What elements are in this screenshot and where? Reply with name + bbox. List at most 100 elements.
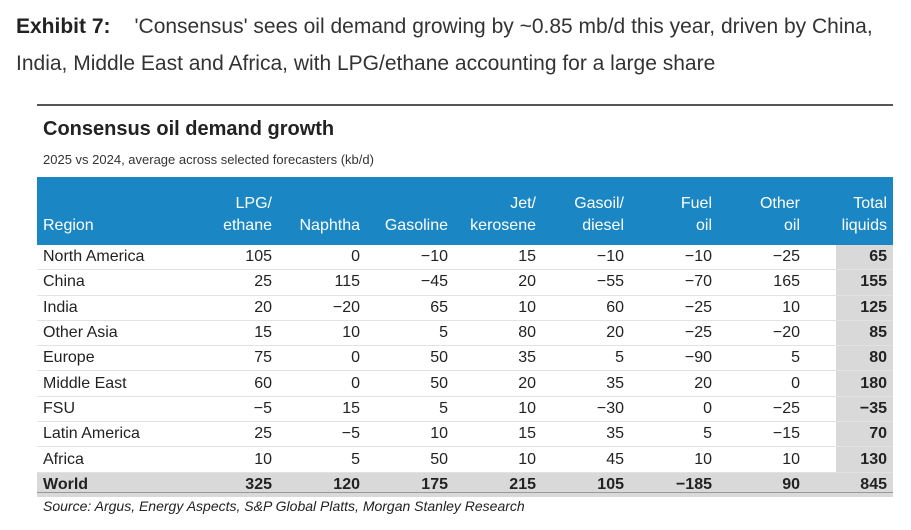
table-cell: 105 bbox=[190, 245, 278, 271]
row-label: North America bbox=[37, 245, 190, 271]
table-cell: 65 bbox=[366, 295, 454, 321]
table-cell: 0 bbox=[278, 345, 366, 372]
header-line: Fuel bbox=[680, 195, 712, 212]
table-cell: 15 bbox=[278, 396, 366, 423]
table-cell: 845 bbox=[836, 472, 893, 497]
table-cell: 10 bbox=[718, 446, 836, 473]
table-cell: 155 bbox=[836, 269, 893, 296]
table-cell: 125 bbox=[836, 295, 893, 321]
table-cell: 10 bbox=[454, 446, 542, 473]
row-label: Africa bbox=[37, 446, 190, 473]
table-row: Africa 10 5 50 10 45 10 10 130 bbox=[37, 446, 893, 473]
table-cell: −55 bbox=[542, 269, 630, 296]
table-cell: 5 bbox=[718, 345, 836, 372]
table-subtitle: 2025 vs 2024, average across selected fo… bbox=[43, 152, 374, 167]
exhibit-label: Exhibit 7: bbox=[16, 15, 111, 38]
table-cell: 60 bbox=[190, 370, 278, 397]
table-cell: 0 bbox=[278, 245, 366, 271]
column-header: Total liquids bbox=[836, 177, 893, 245]
table-cell: 10 bbox=[278, 320, 366, 347]
row-label: China bbox=[37, 269, 190, 296]
row-label: India bbox=[37, 295, 190, 321]
table-cell: −25 bbox=[630, 295, 718, 321]
column-header: LPG/ethane bbox=[190, 177, 278, 245]
column-header: Other oil bbox=[718, 177, 836, 245]
table-title: Consensus oil demand growth bbox=[43, 118, 335, 140]
header-line: Other bbox=[759, 195, 800, 212]
table-cell: 0 bbox=[718, 370, 836, 397]
table-cell: −25 bbox=[630, 320, 718, 347]
table-cell: 35 bbox=[542, 370, 630, 397]
table-cell: 50 bbox=[366, 345, 454, 372]
table-cell: 85 bbox=[836, 320, 893, 347]
row-label: Other Asia bbox=[37, 320, 190, 347]
table-cell: 65 bbox=[836, 245, 893, 271]
exhibit-header: Exhibit 7: 'Consensus' sees oil demand gr… bbox=[16, 8, 896, 82]
header-line: Gasoline bbox=[384, 217, 448, 234]
table-cell: 120 bbox=[278, 472, 366, 497]
column-header: Region bbox=[37, 177, 190, 245]
table-cell: 15 bbox=[454, 245, 542, 271]
table-cell: −10 bbox=[542, 245, 630, 271]
table-cell: 180 bbox=[836, 370, 893, 397]
data-table: Region LPG/ethane Naphtha Gasoline Jet/keros… bbox=[37, 177, 893, 497]
table-cell: 90 bbox=[718, 472, 836, 497]
table-cell: 5 bbox=[366, 320, 454, 347]
table-cell: 80 bbox=[836, 345, 893, 372]
table-cell: 10 bbox=[718, 295, 836, 321]
table-cell: 60 bbox=[542, 295, 630, 321]
table-cell: 20 bbox=[630, 370, 718, 397]
table-box: Consensus oil demand growth 2025 vs 2024… bbox=[37, 104, 893, 514]
table-cell: 105 bbox=[542, 472, 630, 497]
table-cell: −30 bbox=[542, 396, 630, 423]
row-label: FSU bbox=[37, 396, 190, 423]
table-cell: 45 bbox=[542, 446, 630, 473]
table-cell: 80 bbox=[454, 320, 542, 347]
header-line: liquids bbox=[841, 217, 887, 234]
header-line: ethane bbox=[223, 217, 272, 234]
header-line: Region bbox=[43, 217, 94, 234]
table-cell: −10 bbox=[366, 245, 454, 271]
table-cell: 0 bbox=[630, 396, 718, 423]
table-row: Other Asia 15 10 5 80 20 −25 −20 85 bbox=[37, 320, 893, 347]
header-line: oil bbox=[783, 217, 800, 234]
source-note: Source: Argus, Energy Aspects, S&P Globa… bbox=[43, 498, 525, 514]
table-cell: 10 bbox=[454, 396, 542, 423]
table-cell: 35 bbox=[454, 345, 542, 372]
table-row: North America 105 0 −10 15 −10 −10 −25 65 bbox=[37, 245, 893, 271]
table-row: Middle East 60 0 50 20 35 20 0 180 bbox=[37, 370, 893, 397]
table-cell: −5 bbox=[278, 421, 366, 448]
table-cell: 25 bbox=[190, 421, 278, 448]
table-cell: −15 bbox=[718, 421, 836, 448]
table-cell: −10 bbox=[630, 245, 718, 271]
table-cell: −90 bbox=[630, 345, 718, 372]
table-cell: 15 bbox=[454, 421, 542, 448]
table-cell: 175 bbox=[366, 472, 454, 497]
header-row: Region LPG/ethane Naphtha Gasoline Jet/keros… bbox=[37, 177, 893, 245]
table-cell: 50 bbox=[366, 446, 454, 473]
table-cell: 215 bbox=[454, 472, 542, 497]
row-label: Europe bbox=[37, 345, 190, 372]
table-cell: 50 bbox=[366, 370, 454, 397]
table-cell: 10 bbox=[454, 295, 542, 321]
header-line: kerosene bbox=[470, 217, 536, 234]
row-label: Middle East bbox=[37, 370, 190, 397]
header-line: Gasoil/ bbox=[574, 195, 624, 212]
table-cell: 5 bbox=[542, 345, 630, 372]
header-line: diesel bbox=[582, 217, 624, 234]
table-cell: 325 bbox=[190, 472, 278, 497]
table-cell: 70 bbox=[836, 421, 893, 448]
column-header: Gasoil/diesel bbox=[542, 177, 630, 245]
table-body: North America 105 0 −10 15 −10 −10 −25 65 China 25… bbox=[37, 245, 893, 497]
table-row: India 20 −20 65 10 60 −25 10 125 bbox=[37, 295, 893, 321]
table-cell: 165 bbox=[718, 269, 836, 296]
table-cell: −185 bbox=[630, 472, 718, 497]
table-cell: 5 bbox=[278, 446, 366, 473]
table-cell: 10 bbox=[366, 421, 454, 448]
table-cell: −5 bbox=[190, 396, 278, 423]
table-cell: 130 bbox=[836, 446, 893, 473]
table-cell: 115 bbox=[278, 269, 366, 296]
table-cell: 0 bbox=[278, 370, 366, 397]
table-row: FSU −5 15 5 10 −30 0 −25 −35 bbox=[37, 396, 893, 423]
